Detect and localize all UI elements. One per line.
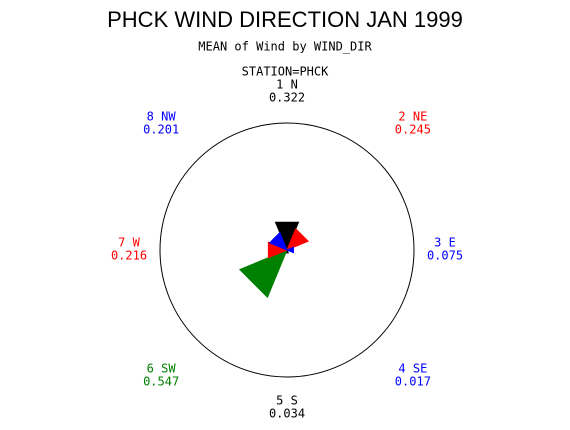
value-label: 0.245 (395, 123, 431, 137)
value-label: 0.547 (143, 374, 179, 388)
wedge (286, 227, 310, 251)
value-label: 0.075 (427, 249, 463, 263)
value-label: 0.216 (111, 249, 147, 263)
direction-label: 6 SW (147, 361, 177, 375)
wedge (238, 249, 288, 299)
wedge (268, 231, 288, 251)
direction-label: 5 S (276, 394, 298, 408)
value-label: 0.034 (269, 407, 305, 421)
value-label: 0.017 (395, 374, 431, 388)
direction-label: 2 NE (398, 110, 427, 124)
group-label: STATION=PHCK (242, 65, 329, 79)
value-label: 0.322 (269, 91, 305, 105)
wedge (285, 246, 294, 254)
direction-label: 3 E (434, 236, 456, 250)
chart-title: PHCK WIND DIRECTION JAN 1999 (107, 7, 463, 32)
direction-label: 1 N (276, 78, 298, 92)
outer-circle (159, 122, 415, 378)
value-label: 0.201 (143, 123, 179, 137)
direction-label: 8 NW (147, 110, 177, 124)
chart-subtitle: MEAN of Wind by WIND_DIR (198, 40, 372, 54)
direction-label: 4 SE (398, 361, 427, 375)
direction-label: 7 W (118, 236, 140, 250)
